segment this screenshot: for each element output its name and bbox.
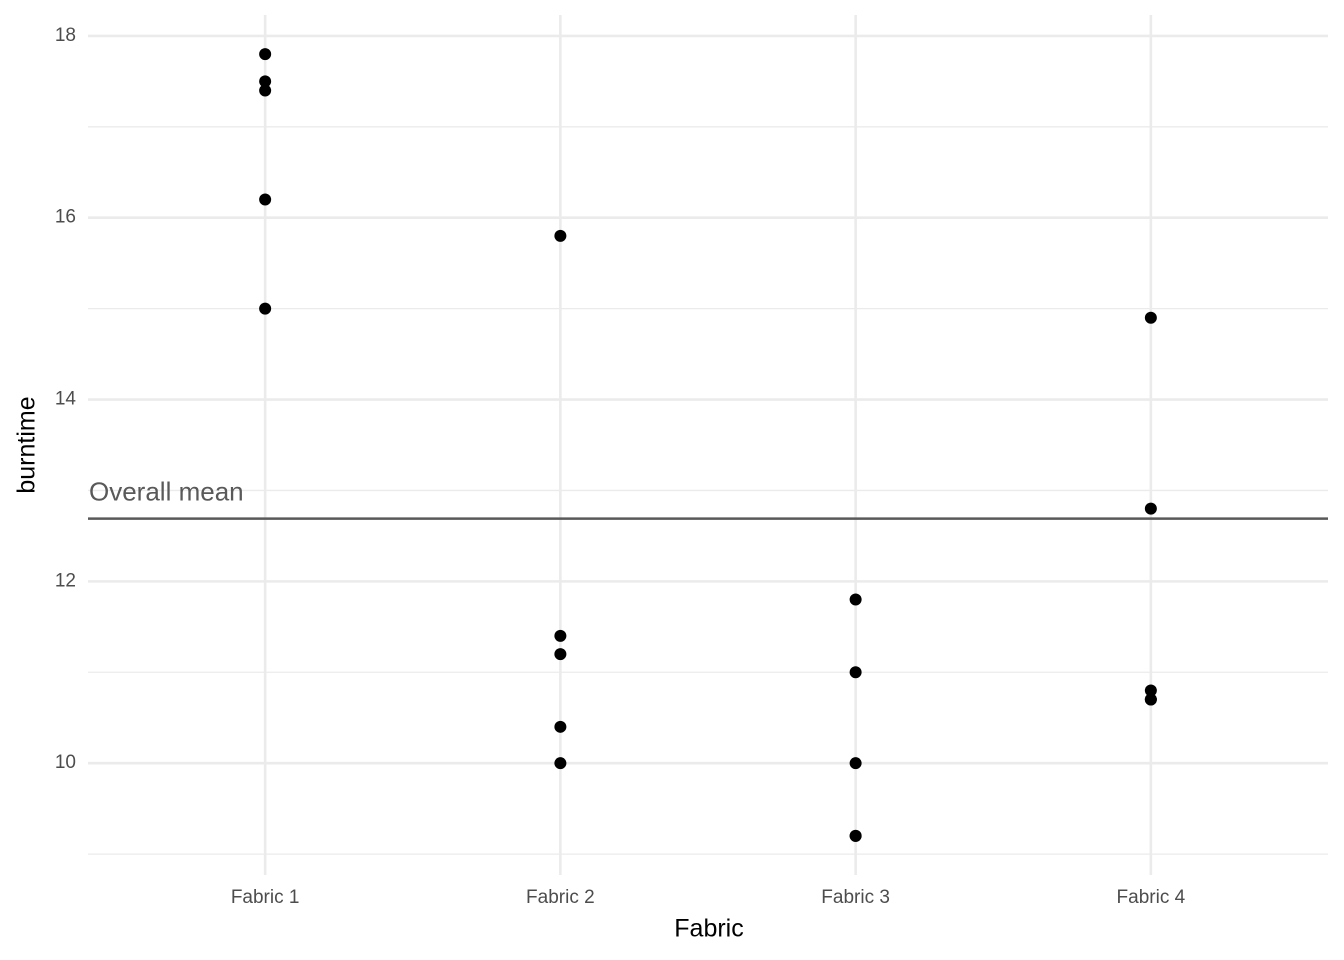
point [849,593,862,606]
point [1144,311,1157,324]
point [849,829,862,842]
point [259,302,272,315]
reference-label: Overall mean [89,477,244,507]
y-tick-label: 18 [55,25,76,46]
x-tick-label: Fabric 2 [526,887,595,908]
point [554,229,567,242]
point [849,757,862,770]
point [554,757,567,770]
point [259,84,272,97]
y-tick-label: 12 [55,570,76,591]
point [554,720,567,733]
point [1144,502,1157,515]
y-tick-label: 10 [55,752,76,773]
point [259,48,272,61]
point [554,629,567,642]
point [554,648,567,661]
y-axis-title: burntime [13,396,41,493]
y-tick-label: 14 [55,389,77,410]
point [259,193,272,206]
point [1144,693,1157,706]
x-tick-label: Fabric 4 [1117,887,1186,908]
x-axis-title: Fabric [674,915,743,943]
point [1144,684,1157,697]
y-tick-label: 16 [55,207,76,228]
point [259,75,272,88]
point [849,666,862,679]
x-tick-label: Fabric 1 [231,887,300,908]
x-tick-label: Fabric 3 [821,887,890,908]
